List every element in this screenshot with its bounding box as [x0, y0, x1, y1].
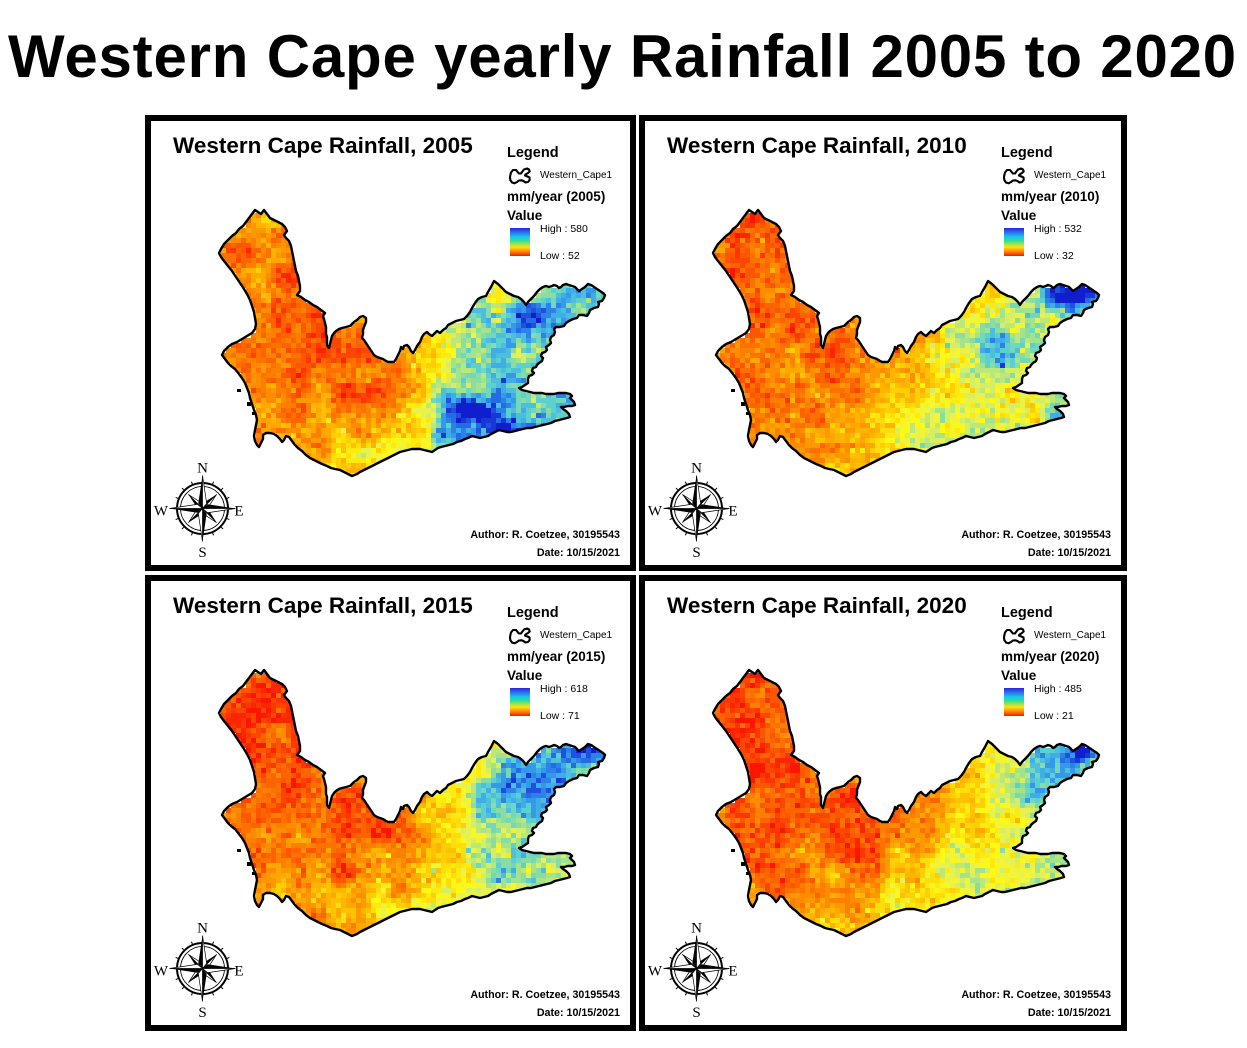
- svg-text:E: E: [728, 964, 737, 980]
- svg-text:S: S: [692, 1005, 700, 1021]
- svg-text:N: N: [691, 921, 702, 937]
- svg-text:S: S: [198, 545, 206, 561]
- svg-text:N: N: [197, 921, 208, 937]
- svg-text:W: W: [154, 964, 169, 980]
- svg-text:W: W: [154, 504, 169, 520]
- svg-text:N: N: [691, 461, 702, 477]
- svg-text:E: E: [234, 504, 243, 520]
- svg-text:E: E: [234, 964, 243, 980]
- svg-text:W: W: [648, 964, 663, 980]
- svg-text:W: W: [648, 504, 663, 520]
- svg-text:S: S: [692, 545, 700, 561]
- svg-text:N: N: [197, 461, 208, 477]
- svg-text:E: E: [728, 504, 737, 520]
- svg-text:S: S: [198, 1005, 206, 1021]
